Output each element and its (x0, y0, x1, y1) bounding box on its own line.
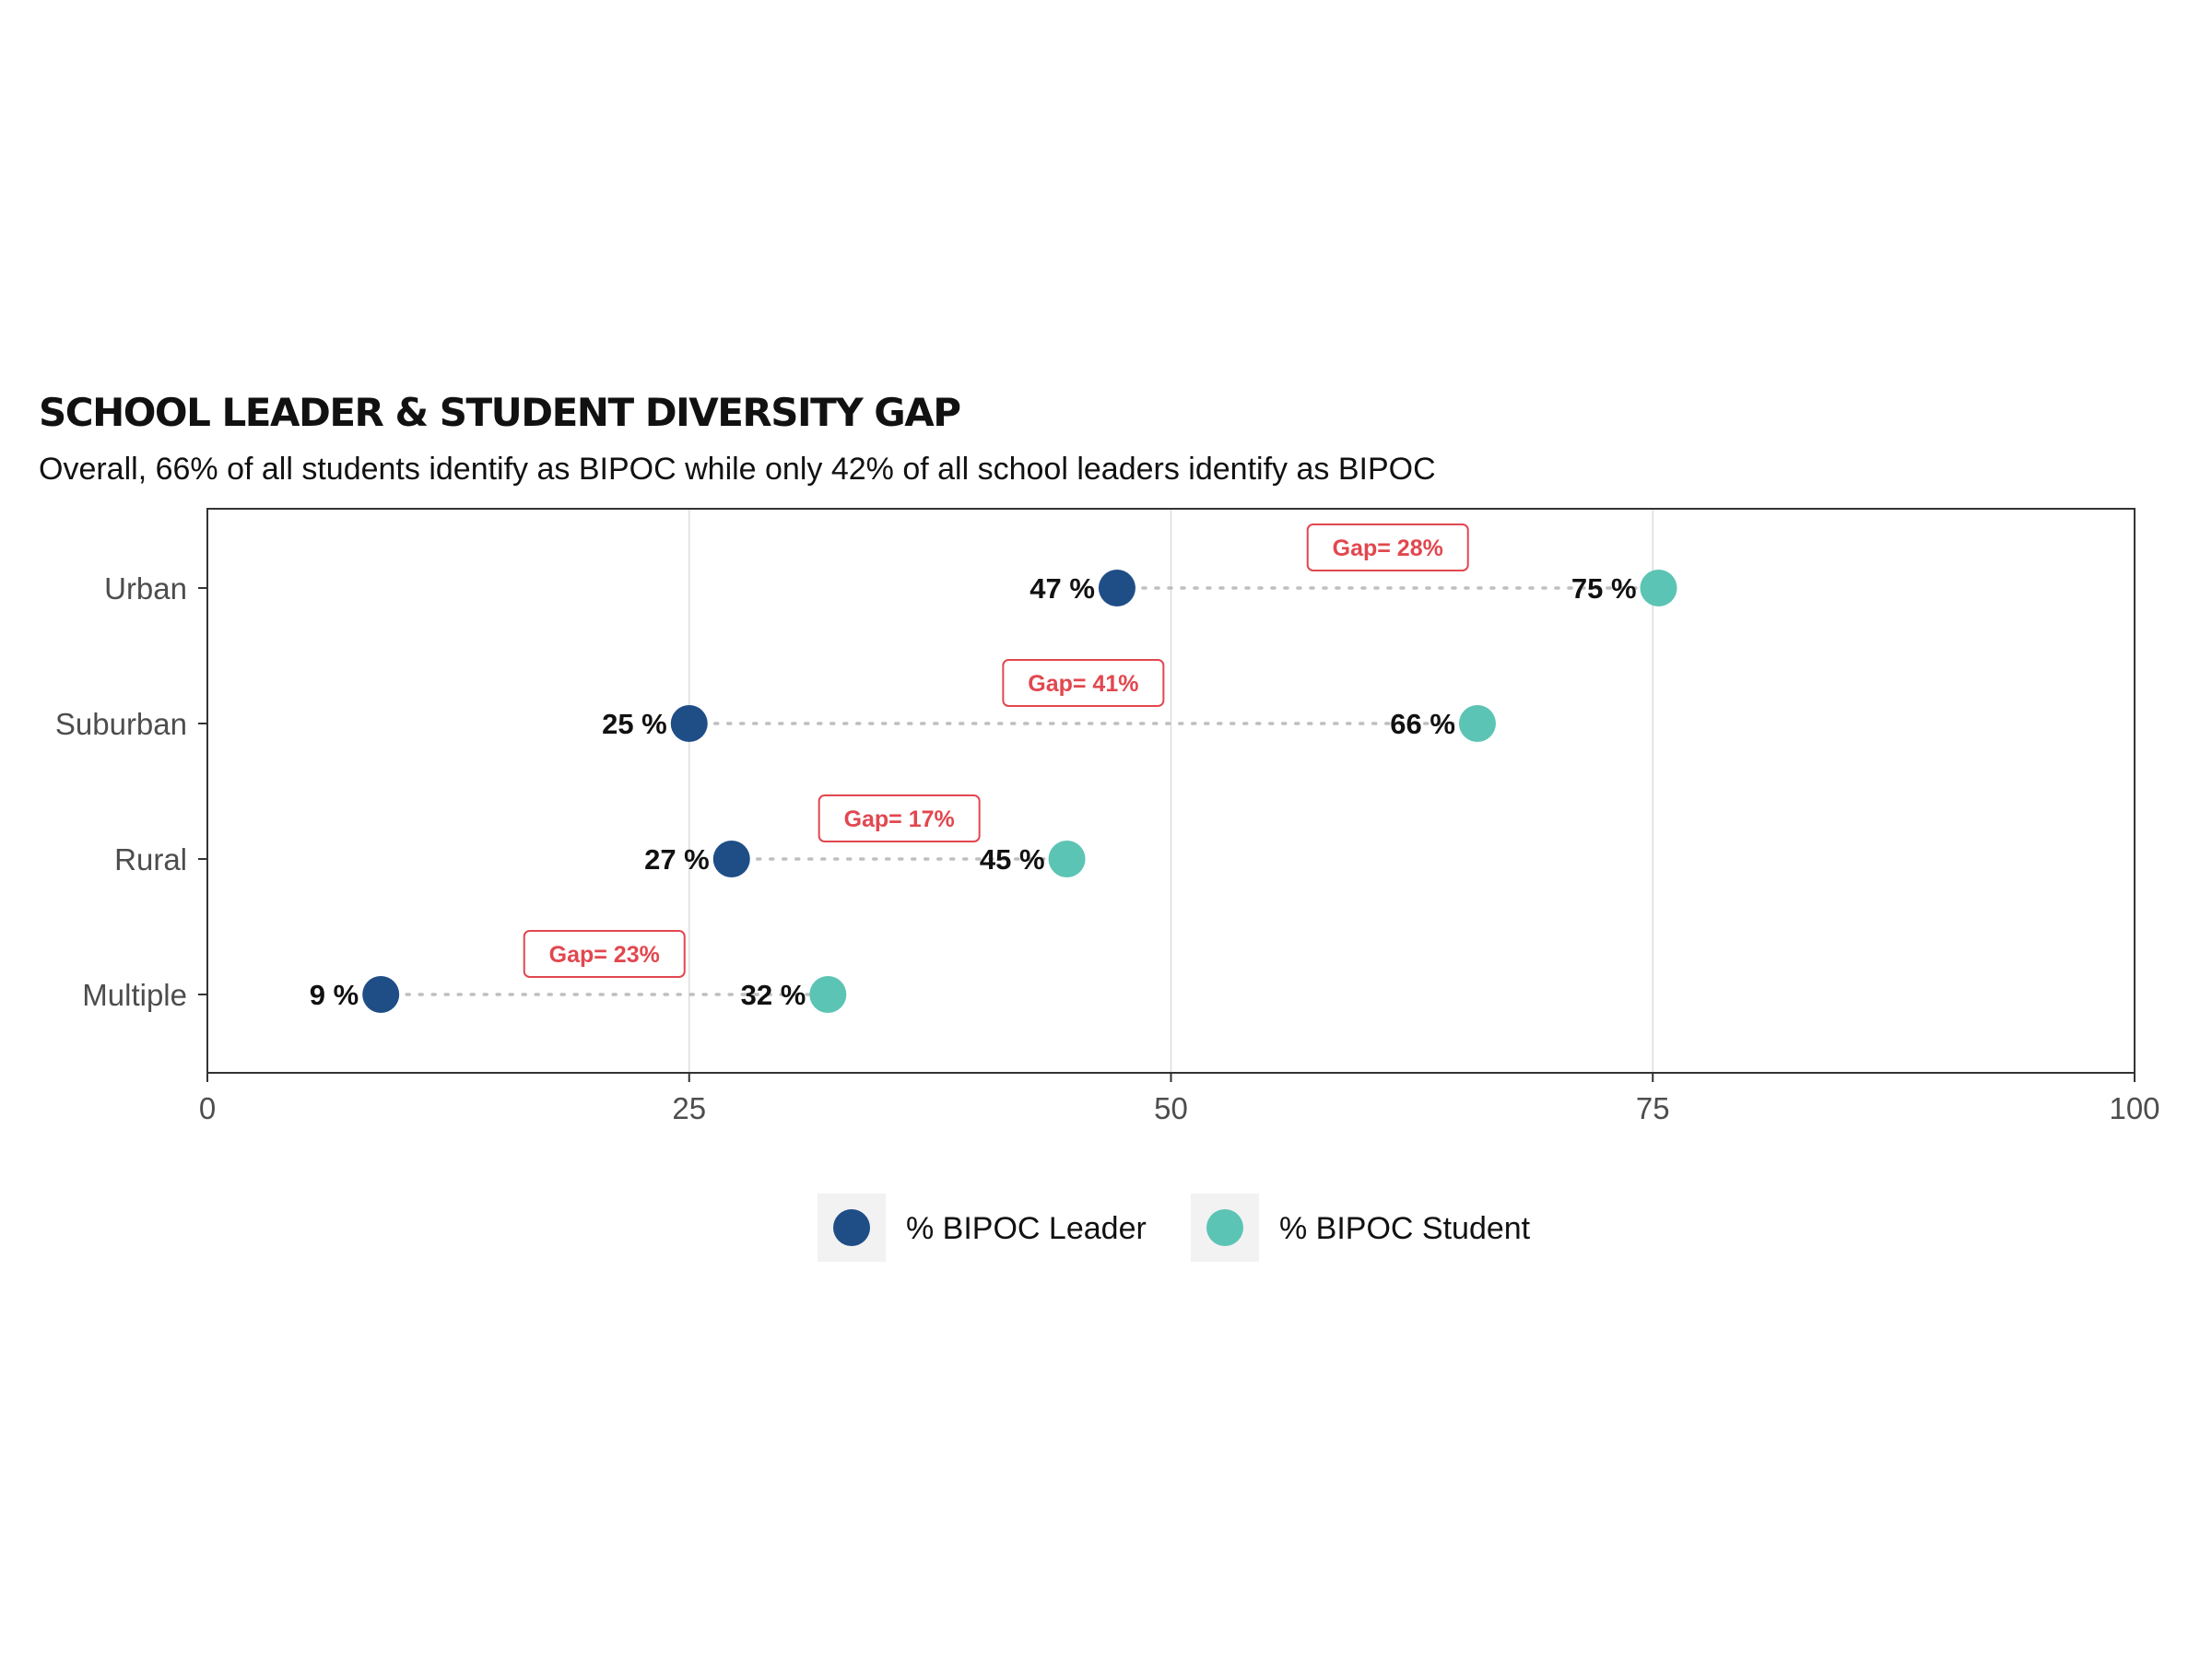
leader-point (1098, 570, 1135, 606)
legend-student-key (1206, 1209, 1243, 1246)
student-point (1640, 570, 1677, 606)
leader-point (712, 841, 750, 877)
x-tick-label: 50 (1154, 1091, 1188, 1125)
leader-value-label: 47 % (1030, 572, 1095, 605)
student-point (1458, 705, 1496, 742)
y-tick-label: Multiple (82, 978, 187, 1012)
gap-label: Gap= 17% (844, 806, 955, 832)
gap-label-box (523, 930, 686, 978)
leader-value-label: 9 % (310, 979, 359, 1011)
legend-leader-label: % BIPOC Leader (906, 1211, 1147, 1246)
student-point (809, 976, 847, 1013)
chart-subtitle: Overall, 66% of all students identify as… (39, 452, 1436, 487)
x-tick-label: 100 (2109, 1091, 2159, 1125)
legend: % BIPOC Leader % BIPOC Student (818, 1194, 1531, 1262)
chart-title: SCHOOL LEADER & STUDENT DIVERSITY GAP (39, 390, 960, 435)
gap-label: Gap= 28% (1333, 535, 1443, 561)
leader-value-label: 25 % (602, 708, 667, 740)
x-tick-label: 75 (1636, 1091, 1670, 1125)
leader-point (362, 976, 400, 1013)
gap-label: Gap= 23% (549, 942, 660, 968)
gap-label-box (1306, 524, 1469, 571)
y-tick-label: Rural (114, 842, 187, 877)
leader-point (670, 705, 708, 742)
y-tick-label: Urban (104, 571, 187, 606)
plot-area: 0 25 50 75 100 Urban Suburban Rural Multiple 47 %… (55, 508, 2160, 1125)
legend-student-label: % BIPOC Student (1279, 1211, 1531, 1246)
gap-label-box (1002, 659, 1165, 707)
panel-border (206, 508, 2136, 1074)
leader-value-label: 27 % (644, 843, 710, 876)
student-value-label: 66 % (1390, 708, 1455, 740)
student-value-label: 45 % (980, 843, 1045, 876)
x-tick-label: 0 (199, 1091, 216, 1125)
gap-label-box (818, 794, 981, 842)
student-value-label: 32 % (741, 979, 806, 1011)
y-tick-label: Suburban (55, 707, 187, 741)
student-value-label: 75 % (1571, 572, 1637, 605)
x-tick-label: 25 (672, 1091, 706, 1125)
student-point (1048, 841, 1086, 877)
legend-leader-key (833, 1209, 870, 1246)
gap-label: Gap= 41% (1028, 671, 1138, 697)
